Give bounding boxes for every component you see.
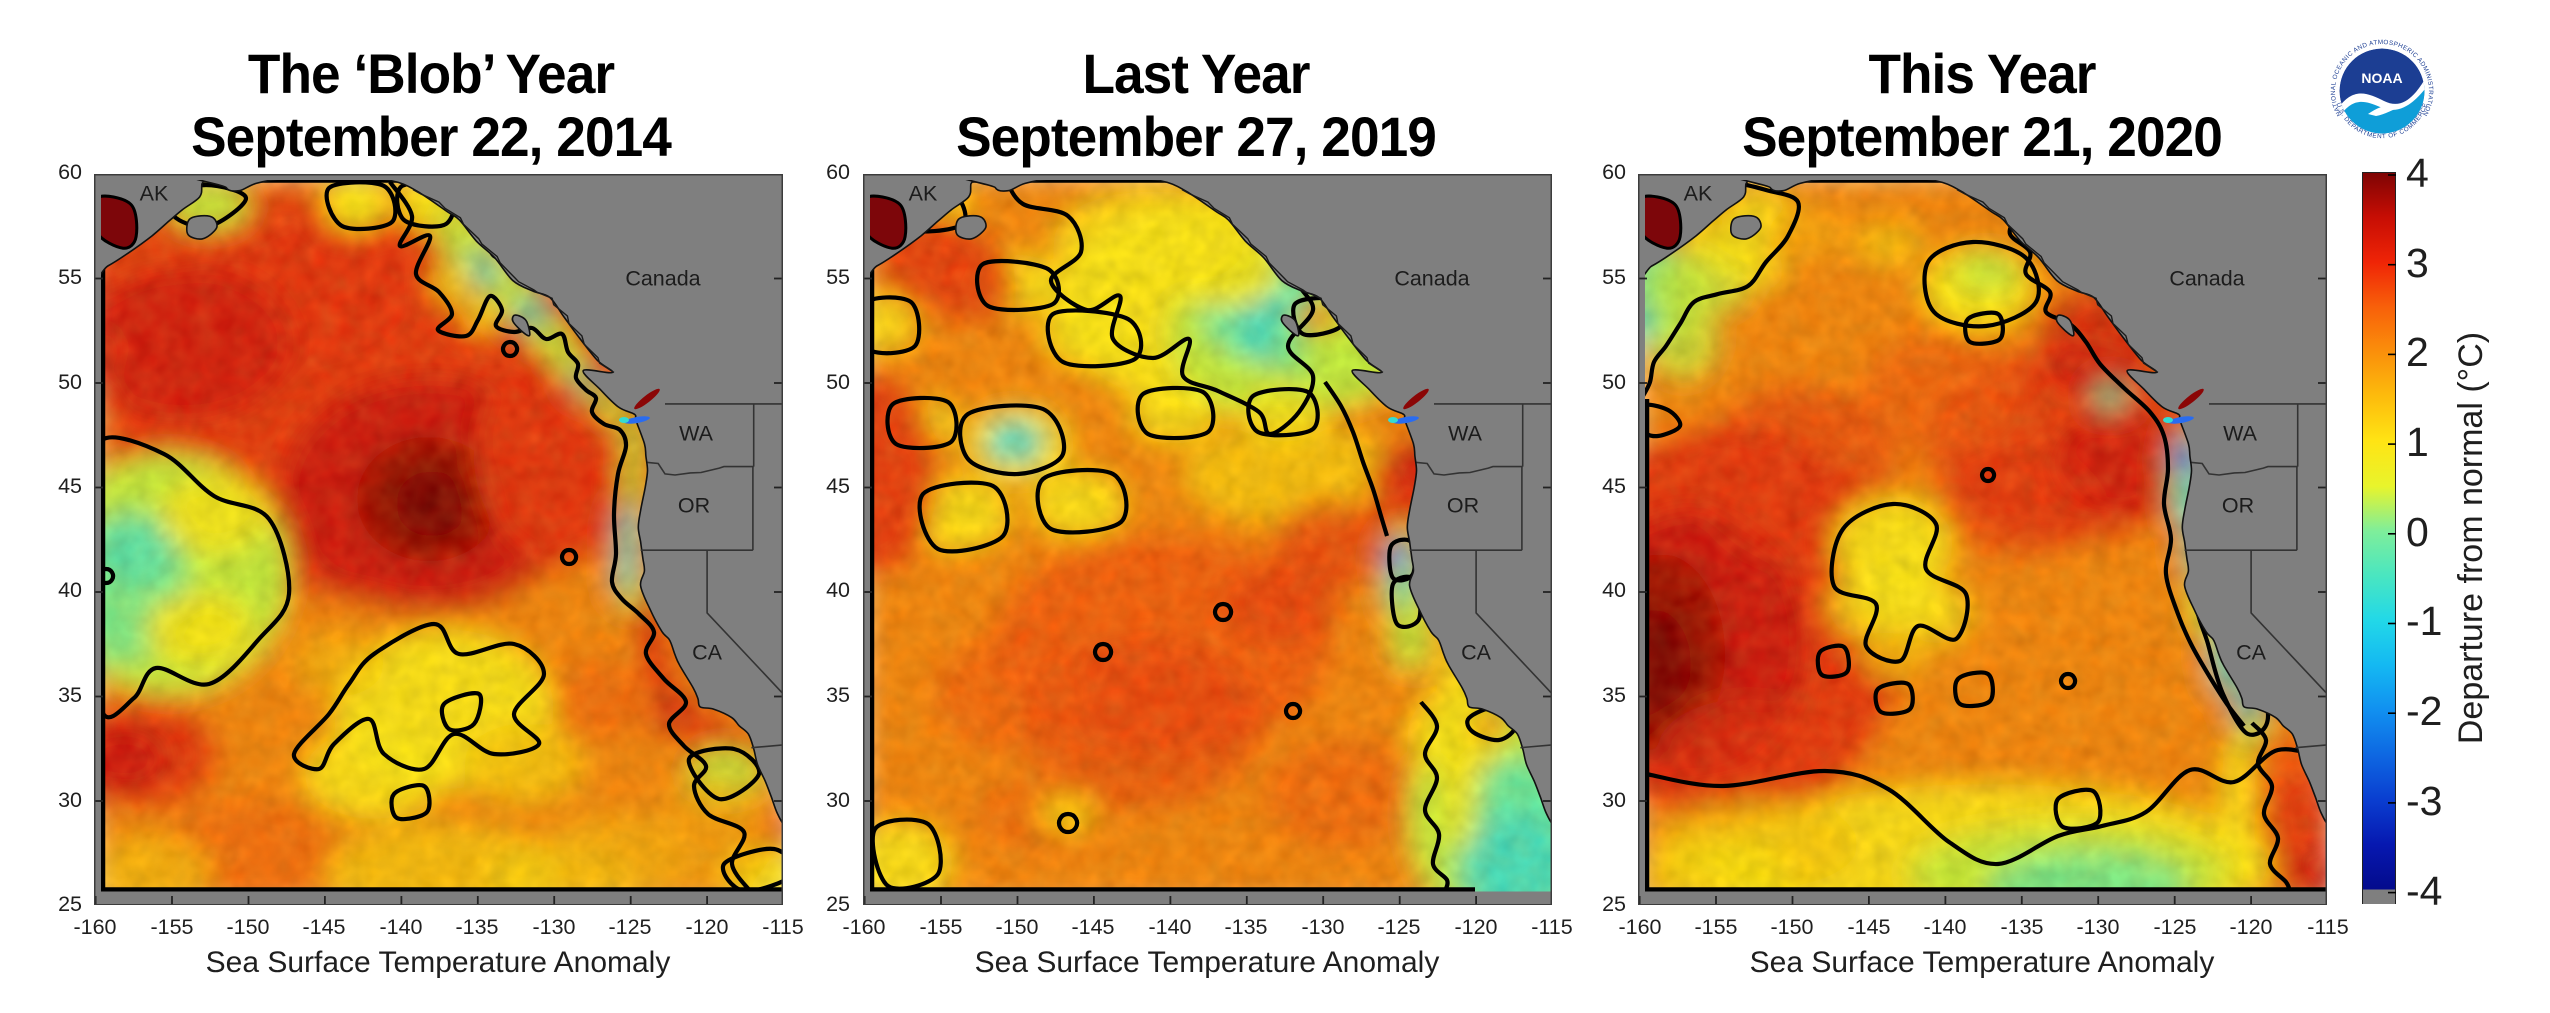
svg-text:CA: CA	[2236, 640, 2267, 664]
svg-text:OR: OR	[1446, 493, 1478, 517]
svg-text:Canada: Canada	[625, 266, 700, 290]
svg-text:AK: AK	[139, 181, 168, 205]
svg-text:CA: CA	[1461, 640, 1492, 664]
svg-text:AK: AK	[1684, 181, 1713, 205]
svg-text:NOAA: NOAA	[2361, 70, 2402, 86]
svg-text:WA: WA	[679, 421, 713, 445]
svg-text:AK: AK	[908, 181, 937, 205]
svg-text:Canada: Canada	[2169, 266, 2244, 290]
svg-text:WA: WA	[1448, 421, 1482, 445]
svg-text:OR: OR	[2222, 493, 2254, 517]
svg-text:Canada: Canada	[1394, 266, 1469, 290]
svg-text:OR: OR	[677, 493, 709, 517]
svg-text:CA: CA	[692, 640, 723, 664]
svg-text:WA: WA	[2223, 421, 2257, 445]
svg-text:Departure from normal (°C): Departure from normal (°C)	[2452, 332, 2490, 744]
